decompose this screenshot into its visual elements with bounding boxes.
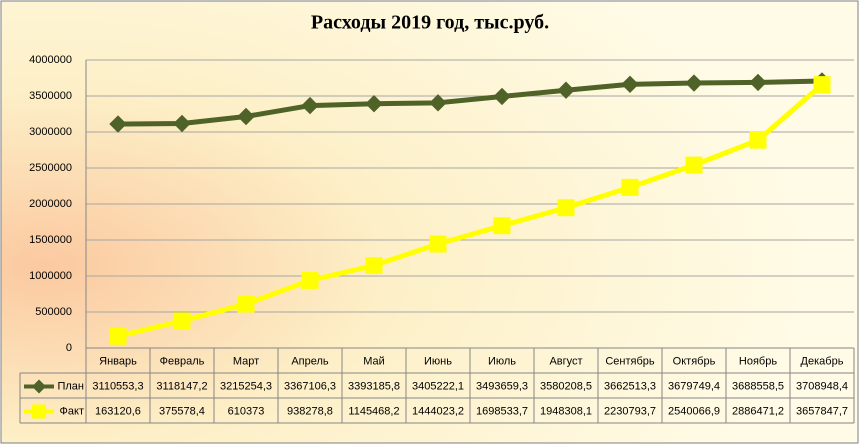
point bbox=[493, 217, 511, 235]
table-value: 3688558,5 bbox=[732, 380, 784, 392]
point bbox=[685, 156, 703, 174]
table-value: 2886471,2 bbox=[732, 405, 784, 417]
legend-label: Факт bbox=[60, 405, 84, 417]
table-value: 1948308,1 bbox=[540, 405, 592, 417]
point bbox=[173, 114, 191, 133]
point bbox=[749, 131, 767, 149]
table-value: 1698533,7 bbox=[476, 405, 528, 417]
x-tick-label: Май bbox=[363, 355, 385, 367]
table-value: 3662513,3 bbox=[604, 380, 656, 392]
y-tick-label: 3000000 bbox=[29, 126, 72, 138]
point bbox=[685, 74, 703, 92]
point bbox=[749, 73, 767, 92]
point bbox=[621, 75, 639, 94]
table-value: 3118147,2 bbox=[156, 380, 207, 392]
series-line bbox=[117, 82, 824, 339]
x-tick-label: Июль bbox=[488, 355, 516, 367]
point bbox=[301, 96, 319, 115]
table-value: 1145468,2 bbox=[348, 405, 399, 417]
point bbox=[557, 81, 575, 99]
point bbox=[109, 115, 127, 133]
point bbox=[109, 327, 127, 345]
series-line bbox=[117, 78, 823, 127]
table-value: 3580208,5 bbox=[540, 380, 592, 392]
legend-marker bbox=[32, 404, 46, 419]
table-value: 3657847,7 bbox=[796, 405, 848, 417]
y-tick-label: 2500000 bbox=[29, 162, 72, 174]
x-tick-label: Октябрь bbox=[673, 355, 716, 367]
x-tick-label: Апрель bbox=[291, 355, 329, 367]
point bbox=[493, 87, 511, 106]
point bbox=[237, 295, 255, 313]
table-value: 3393185,8 bbox=[348, 380, 400, 392]
table-value: 3679749,4 bbox=[668, 380, 720, 392]
point bbox=[813, 76, 831, 94]
x-tick-label: Январь bbox=[99, 355, 137, 367]
table-value: 1444023,2 bbox=[412, 405, 464, 417]
point bbox=[429, 94, 447, 112]
table-value: 3708948,4 bbox=[796, 380, 848, 392]
table-value: 2540066,9 bbox=[668, 405, 720, 417]
table-value: 3493659,3 bbox=[476, 380, 528, 392]
x-tick-label: Февраль bbox=[160, 355, 205, 367]
point bbox=[173, 312, 191, 330]
y-tick-label: 4000000 bbox=[29, 54, 72, 66]
table-value: 938278,8 bbox=[287, 405, 333, 417]
chart-title: Расходы 2019 год, тыс.руб. bbox=[311, 12, 549, 34]
legend-marker bbox=[32, 379, 46, 394]
point bbox=[237, 107, 255, 126]
x-tick-label: Ноябрь bbox=[739, 355, 777, 367]
y-tick-label: 3500000 bbox=[29, 90, 72, 102]
table-value: 3405222,1 bbox=[412, 380, 464, 392]
table-value: 610373 bbox=[228, 405, 265, 417]
x-tick-label: Август bbox=[549, 355, 582, 367]
y-tick-label: 500000 bbox=[35, 306, 72, 318]
x-tick-label: Декабрь bbox=[801, 355, 844, 367]
point bbox=[621, 178, 639, 196]
table-value: 3215254,3 bbox=[220, 380, 272, 392]
y-tick-label: 2000000 bbox=[29, 198, 72, 210]
point bbox=[365, 94, 383, 113]
point bbox=[301, 271, 319, 289]
point bbox=[365, 257, 383, 275]
y-tick-label: 1000000 bbox=[29, 270, 72, 282]
table-value: 163120,6 bbox=[95, 405, 141, 417]
x-tick-label: Март bbox=[233, 355, 259, 367]
legend-label: План bbox=[57, 380, 84, 392]
y-tick-label: 0 bbox=[66, 342, 72, 354]
table-value: 375578,4 bbox=[159, 405, 205, 417]
table-value: 2230793,7 bbox=[604, 405, 656, 417]
point bbox=[429, 235, 447, 253]
x-tick-label: Июнь bbox=[424, 355, 452, 367]
y-tick-label: 1500000 bbox=[29, 234, 72, 246]
table-value: 3367106,3 bbox=[284, 380, 336, 392]
table-value: 3110553,3 bbox=[92, 380, 143, 392]
point bbox=[557, 199, 575, 217]
x-tick-label: Сентябрь bbox=[605, 355, 655, 367]
